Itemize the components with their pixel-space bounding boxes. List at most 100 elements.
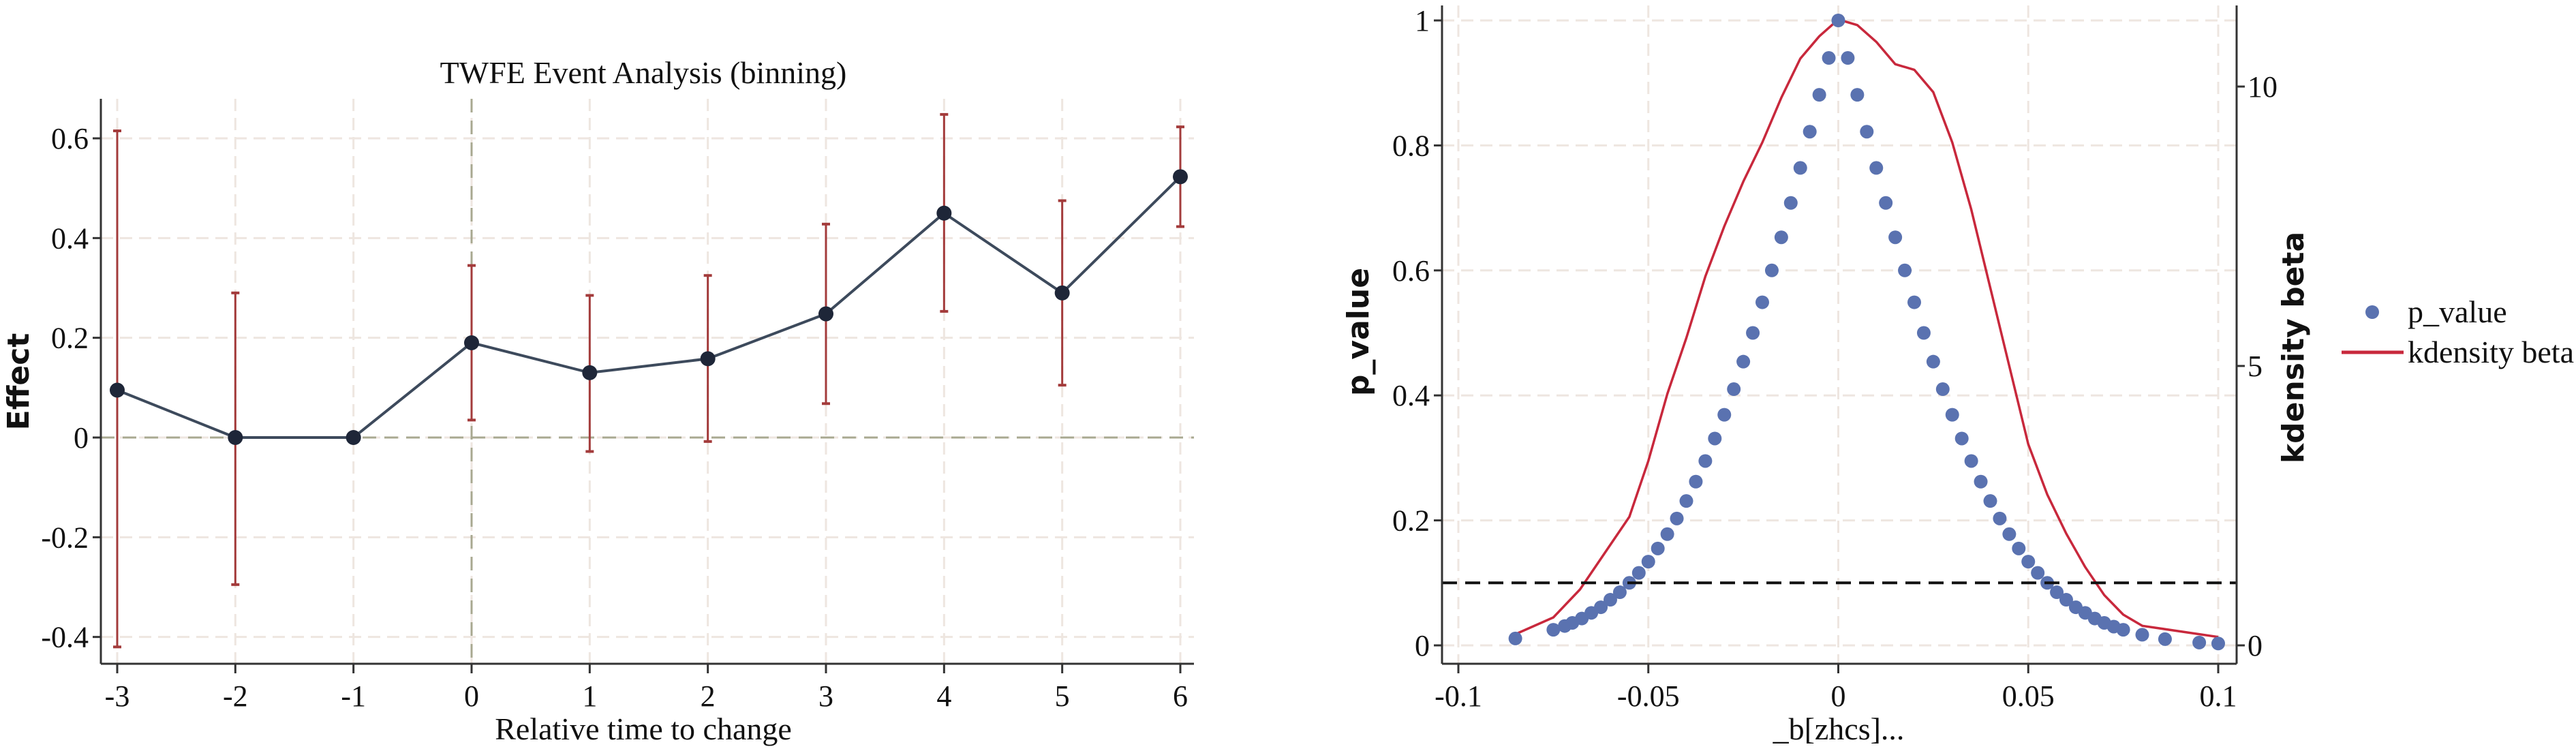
x-tick-label: -0.1 — [1435, 679, 1482, 713]
p-value-point — [1508, 631, 1522, 645]
x-tick-label: 6 — [1173, 679, 1188, 713]
y-tick-label: -0.2 — [41, 521, 89, 554]
estimate-point — [936, 205, 952, 221]
p-value-point — [1831, 14, 1845, 27]
p-value-point — [1964, 454, 1978, 468]
event-study-chart: -3 -2 -1 0 1 2 3 4 5 6 -0.4 -0.2 0 0.2 0.4 0.6 TWFE Eve… — [1, 55, 1194, 746]
p-value-point — [1812, 88, 1826, 102]
right-gridlines — [1442, 5, 2237, 664]
right-x-axis-title: _b[zhcs]... — [1773, 711, 1905, 746]
estimate-line — [117, 175, 1182, 439]
p-value-point — [1803, 125, 1817, 139]
y-tick-label: 0.4 — [1392, 379, 1430, 412]
p-value-point — [1983, 494, 1997, 508]
x-tick-label: -1 — [341, 679, 366, 713]
p-value-point — [1689, 474, 1703, 489]
p-value-point — [2116, 623, 2130, 637]
p-value-point — [1631, 566, 1646, 580]
estimate-point — [1054, 285, 1070, 301]
p-value-point — [1916, 326, 1931, 340]
x-tick-label: 0.05 — [2002, 679, 2055, 713]
right-secondary-y-axis-title: kdensity beta — [2276, 232, 2311, 463]
p-value-point — [1926, 354, 1940, 369]
estimate-point — [1173, 169, 1188, 185]
kdensity-line — [1514, 18, 2219, 639]
p-value-point — [1612, 585, 1627, 600]
y-tick-label: -0.4 — [41, 621, 89, 654]
y-tick-label: 0.6 — [1392, 254, 1430, 288]
p-value-point — [2135, 628, 2149, 642]
p-value-point — [1907, 295, 1921, 309]
estimate-point — [228, 430, 243, 445]
p-value-point — [1717, 408, 1732, 422]
p-value-point — [1869, 161, 1884, 175]
x-tick-label: 4 — [936, 679, 951, 713]
y-tick-label: 1 — [1415, 4, 1430, 37]
confidence-intervals — [113, 112, 1184, 649]
legend-p-value-marker — [2365, 305, 2379, 319]
p-value-point — [1841, 51, 1855, 65]
right-y-tick-label: 5 — [2248, 350, 2263, 383]
legend-p-value-label: p_value — [2408, 294, 2507, 329]
legend: p_value kdensity beta — [2342, 294, 2574, 369]
x-tick-label: 2 — [701, 679, 716, 713]
p-value-point — [2012, 541, 2026, 555]
estimate-series — [110, 169, 1188, 445]
estimate-point — [346, 430, 361, 445]
legend-kdensity-label: kdensity beta — [2408, 335, 2574, 369]
left-x-axis-title: Relative time to change — [495, 711, 792, 746]
p-value-point — [2002, 527, 2017, 541]
p-value-point — [1993, 511, 2007, 525]
p-value-series — [1508, 14, 2225, 651]
p-value-point — [2050, 585, 2064, 600]
y-tick-label: 0.2 — [51, 322, 89, 355]
estimate-point — [818, 306, 833, 322]
p-value-point — [1736, 354, 1751, 369]
p-value-point — [1879, 196, 1893, 210]
x-tick-label: -3 — [105, 679, 130, 713]
p-value-point — [1850, 88, 1865, 102]
p-value-point — [1898, 263, 1912, 277]
x-tick-label: -0.05 — [1617, 679, 1680, 713]
p-value-point — [1604, 593, 1617, 607]
p-value-point — [1727, 382, 1741, 397]
left-axes: -3 -2 -1 0 1 2 3 4 5 6 -0.4 -0.2 0 0.2 0.4 0.6 — [41, 99, 1194, 713]
x-tick-label: 0 — [1831, 679, 1846, 713]
left-y-axis-title: Effect — [1, 333, 36, 431]
y-tick-label: 0.6 — [51, 122, 89, 155]
left-reference-lines — [101, 99, 1194, 664]
p-value-point — [1679, 494, 1693, 508]
p-value-point — [2192, 635, 2207, 649]
p-value-point — [1822, 51, 1836, 65]
right-y-axis-title: p_value — [1341, 268, 1376, 396]
p-value-point — [2021, 555, 2036, 569]
p-value-point — [1546, 623, 1561, 637]
p-value-point — [1641, 555, 1655, 569]
x-tick-label: 1 — [582, 679, 597, 713]
p-value-point — [1860, 125, 1874, 139]
p-value-point — [1783, 196, 1798, 210]
p-value-point — [1954, 431, 1969, 446]
estimate-point — [700, 351, 716, 367]
p-value-point — [1746, 326, 1760, 340]
p-value-point — [2031, 566, 2045, 580]
x-tick-label: 3 — [818, 679, 833, 713]
p-value-point — [1935, 382, 1950, 397]
p-value-point — [1660, 527, 1674, 541]
p-value-point — [1670, 511, 1684, 525]
estimate-point — [464, 335, 479, 350]
p-value-point — [1945, 408, 1959, 422]
estimate-point — [582, 365, 598, 380]
p-value-point — [1888, 230, 1903, 245]
p-value-point — [2059, 593, 2073, 607]
estimate-point — [110, 382, 125, 398]
p-value-point — [1774, 230, 1788, 245]
p-value-point — [1698, 454, 1713, 468]
y-tick-label: 0.2 — [1392, 504, 1430, 538]
y-tick-label: 0 — [1415, 629, 1430, 662]
p-value-point — [1651, 541, 1665, 555]
p-value-point — [2158, 632, 2172, 646]
